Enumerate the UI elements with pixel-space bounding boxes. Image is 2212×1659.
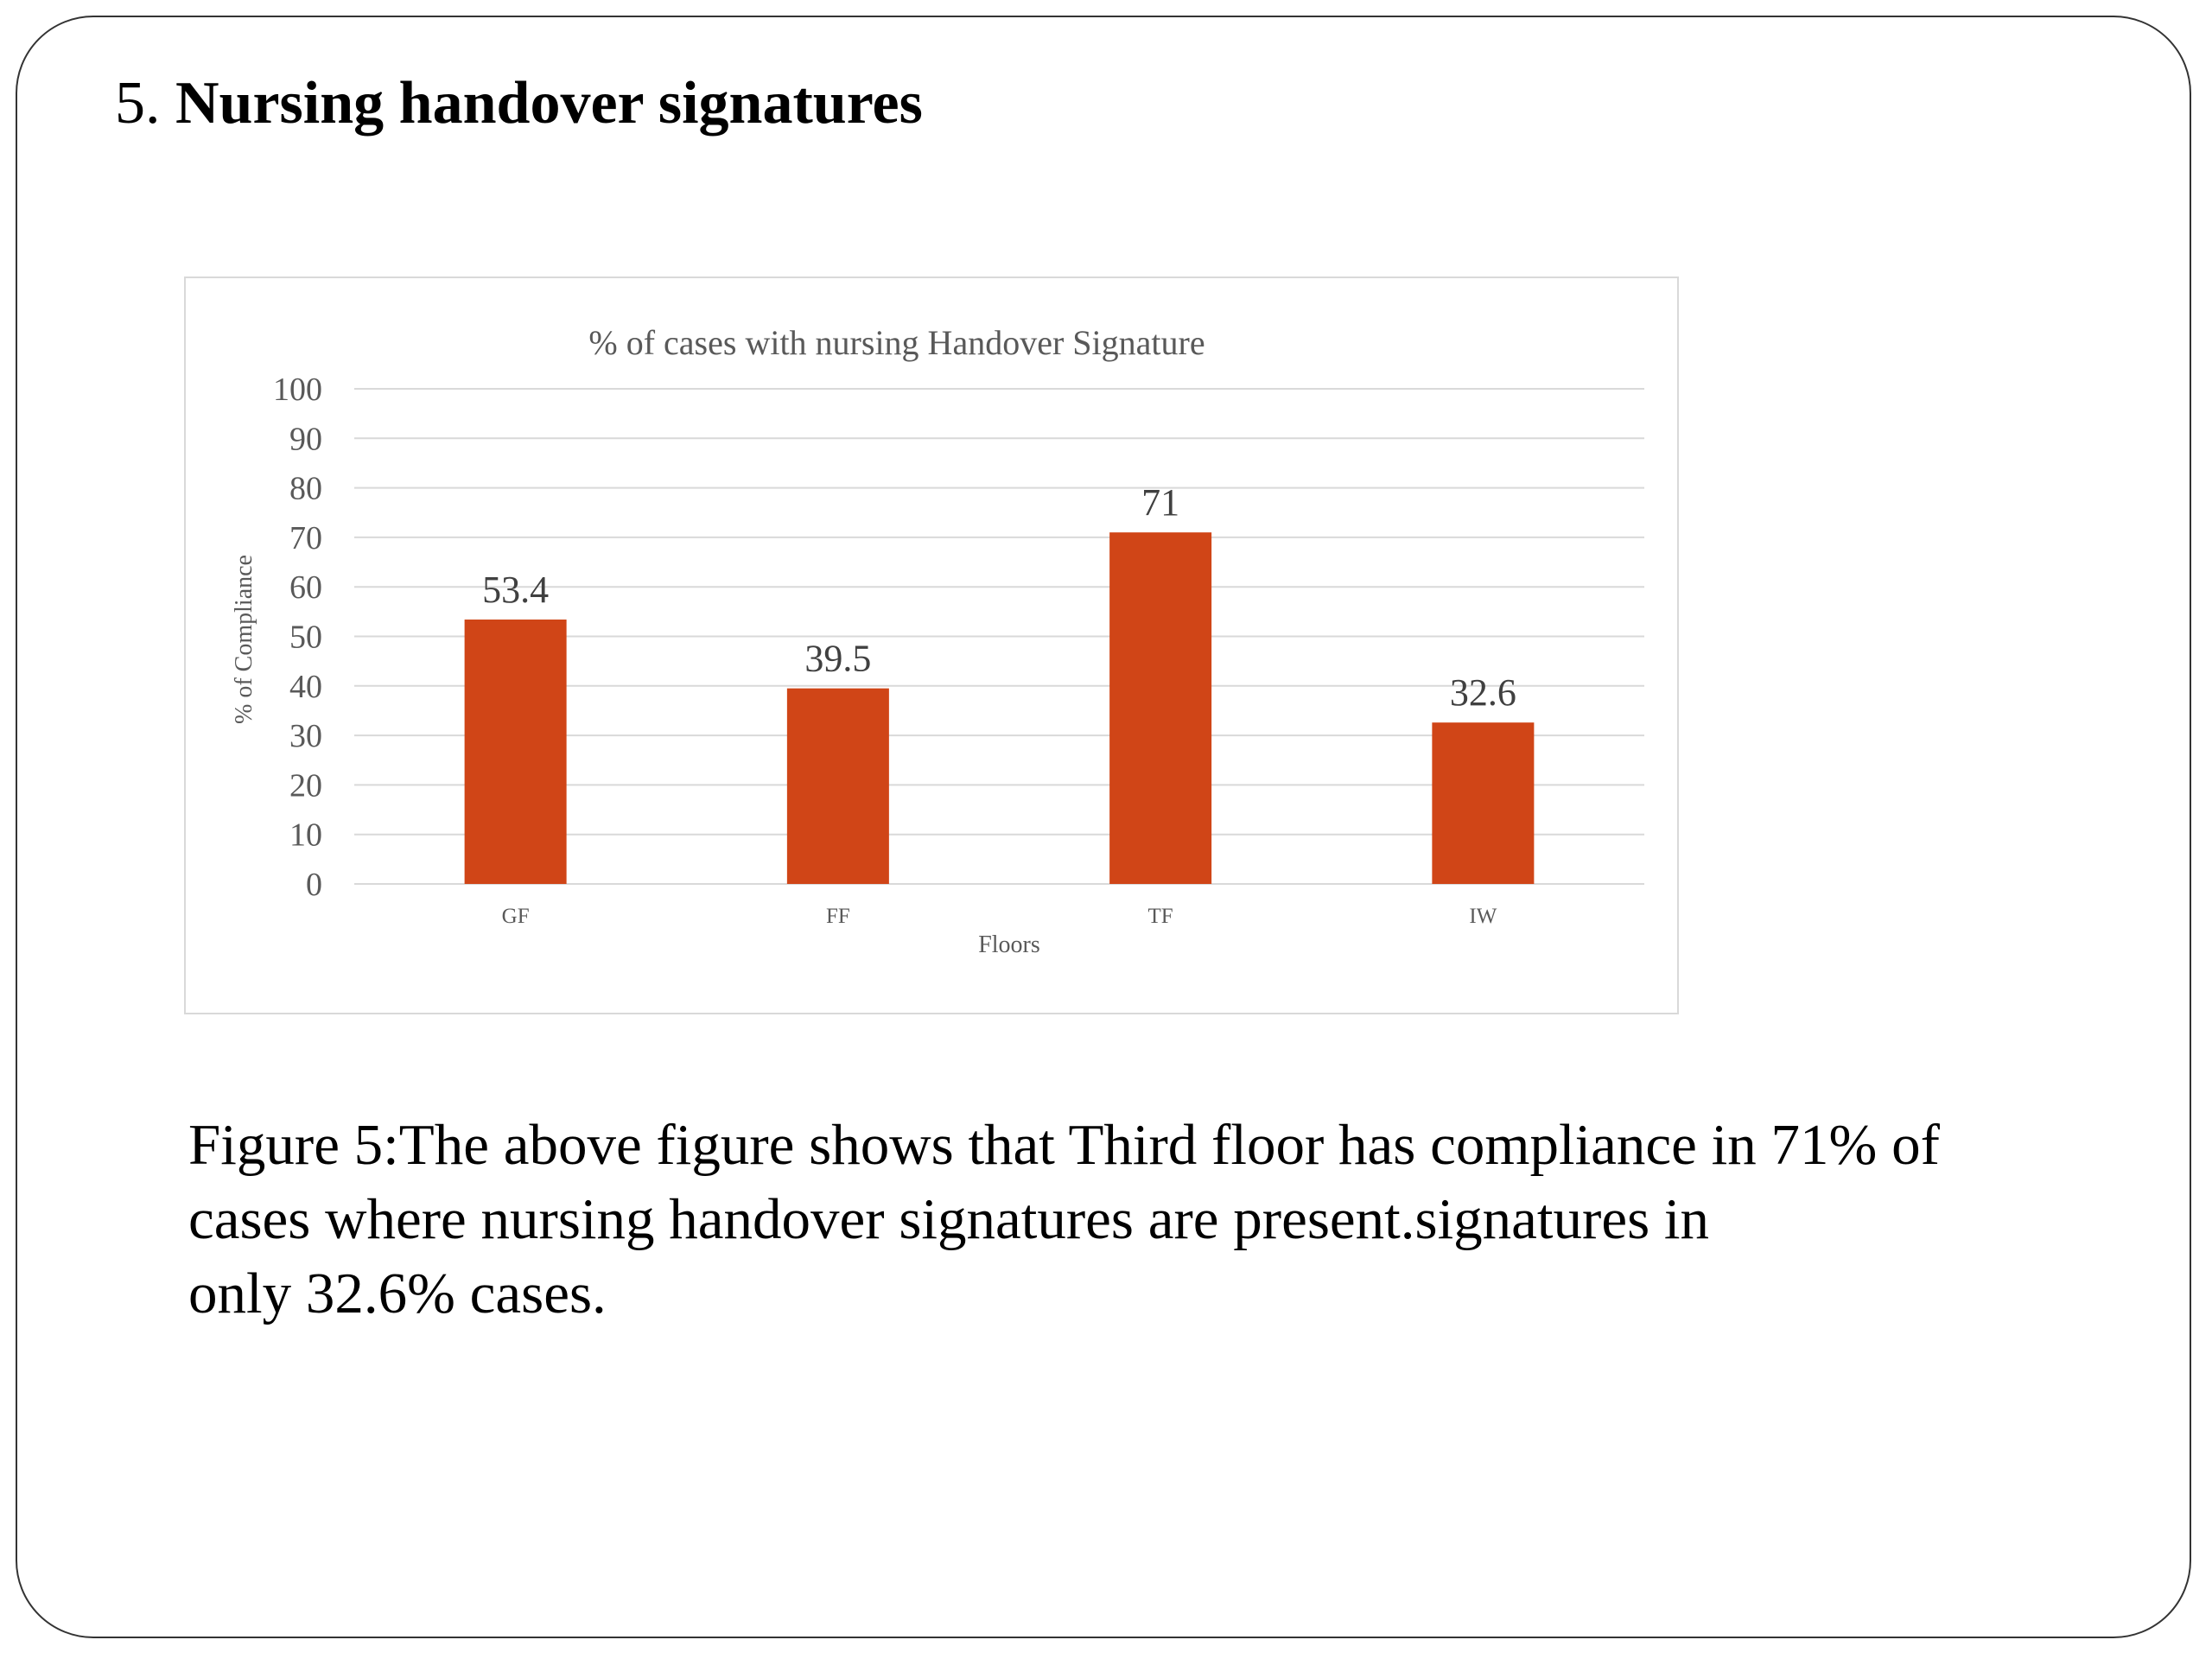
y-tick-label: 40 [289, 669, 322, 705]
chart-title: % of cases with nursing Handover Signatu… [588, 323, 1205, 362]
gridlines [354, 388, 1644, 885]
x-axis-title: Floors [978, 931, 1040, 958]
data-label: 53.4 [482, 569, 549, 611]
x-tick-label: TF [1148, 905, 1173, 928]
y-tick-label: 30 [289, 718, 322, 754]
chart-frame [184, 276, 1679, 1014]
slide-title: 5. Nursing handover signatures [115, 67, 923, 140]
x-axis-ticks: GF FF TF IW [502, 905, 1497, 928]
y-tick-label: 100 [273, 372, 322, 408]
x-tick-label: IW [1469, 905, 1497, 928]
bar-tf [1109, 532, 1212, 884]
figure-caption: Figure 5:The above figure shows that Thi… [188, 1108, 2133, 1331]
caption-line: cases where nursing handover signatures … [188, 1187, 1710, 1251]
caption-line: only 32.6% cases. [188, 1262, 607, 1325]
y-tick-label: 60 [289, 569, 322, 606]
data-label: 71 [1141, 481, 1179, 524]
y-tick-label: 20 [289, 767, 322, 804]
data-label: 32.6 [1450, 671, 1516, 714]
bar-ff [786, 688, 889, 884]
y-tick-label: 0 [306, 867, 322, 903]
y-tick-label: 90 [289, 421, 322, 457]
bar-chart: 53.4 39.5 71 32.6 0 10 20 30 40 50 60 70 80 90 100 GF… [231, 323, 1644, 958]
y-tick-label: 50 [289, 620, 322, 656]
data-labels: 53.4 39.5 71 32.6 [482, 481, 1516, 714]
y-tick-label: 80 [289, 471, 322, 507]
bar-gf [464, 620, 567, 884]
y-tick-label: 10 [289, 817, 322, 854]
data-label: 39.5 [804, 638, 871, 680]
slide-title-number: 5. [115, 70, 161, 137]
y-tick-label: 70 [289, 520, 322, 556]
slide-title-text: Nursing handover signatures [175, 70, 923, 137]
y-axis-title: % of Compliance [231, 555, 257, 724]
bars [464, 532, 1535, 884]
bar-iw [1432, 722, 1535, 884]
caption-line: Figure 5:The above figure shows that Thi… [188, 1113, 1940, 1177]
x-tick-label: FF [826, 905, 850, 928]
x-tick-label: GF [502, 905, 530, 928]
y-axis-ticks: 0 10 20 30 40 50 60 70 80 90 100 [273, 372, 322, 903]
